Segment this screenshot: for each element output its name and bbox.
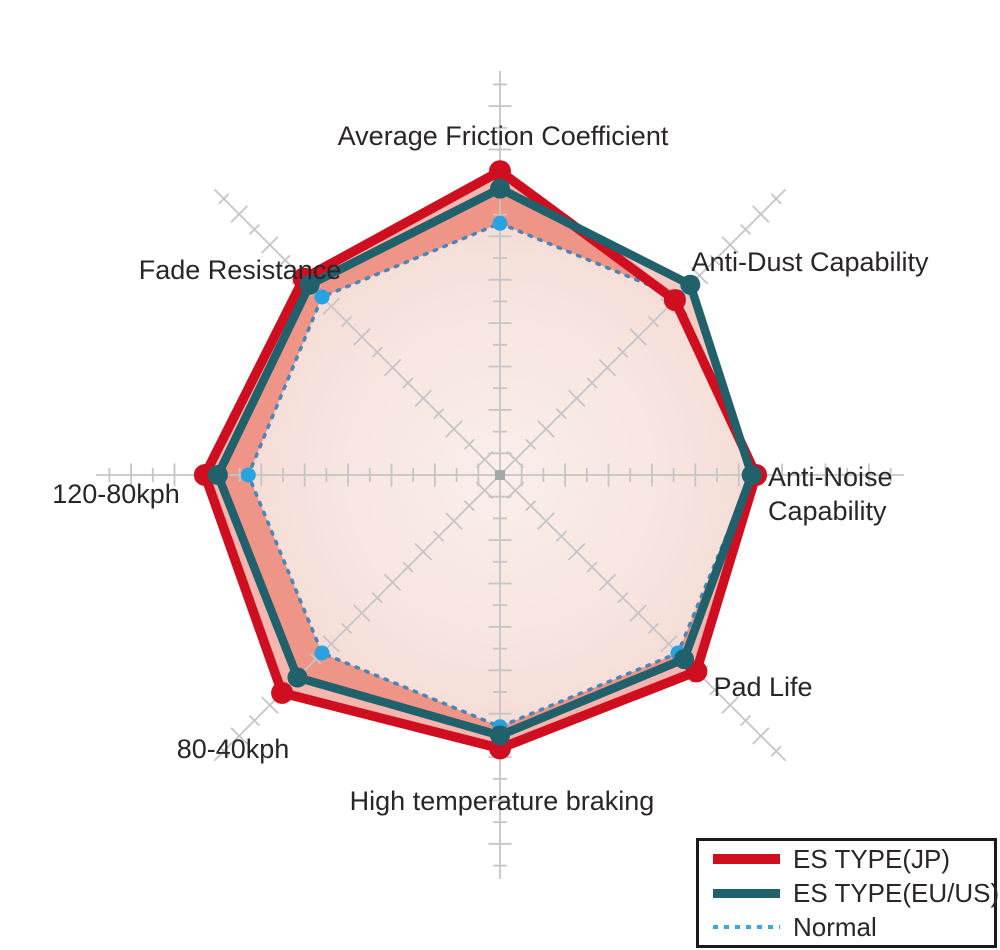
series-lines xyxy=(193,160,768,760)
axis-label-anti-dust-capability: Anti-Dust Capability xyxy=(691,247,929,278)
axis-label-high-temperature-braking: High temperature braking xyxy=(349,786,655,817)
axis-label-average-friction-coefficient: Average Friction Coefficient xyxy=(337,121,669,152)
legend-label-jp: ES TYPE(JP) xyxy=(793,843,951,874)
axis-label-80-40kph: 80-40kph xyxy=(176,734,290,765)
legend-item-normal: Normal xyxy=(713,911,994,942)
legend: ES TYPE(JP) ES TYPE(EU/US) Normal xyxy=(696,838,999,948)
eu-us-line-swatch-icon xyxy=(713,888,780,898)
axis-label-pad-life: Pad Life xyxy=(713,672,813,703)
legend-item-jp: ES TYPE(JP) xyxy=(713,843,994,874)
normal-dashed-line-swatch-icon xyxy=(713,925,780,929)
axes-grid xyxy=(96,71,904,879)
legend-label-normal: Normal xyxy=(793,911,877,942)
axis-label-anti-noise-capability: Anti-Noise Capability xyxy=(768,462,893,526)
legend-label-eu-us: ES TYPE(EU/US) xyxy=(793,877,1000,908)
axis-label-fade-resistance: Fade Resistance xyxy=(138,255,342,286)
legend-item-eu-us: ES TYPE(EU/US) xyxy=(713,878,999,908)
jp-line-swatch-icon xyxy=(713,854,780,864)
axis-label-120-80kph: 120-80kph xyxy=(52,479,180,510)
